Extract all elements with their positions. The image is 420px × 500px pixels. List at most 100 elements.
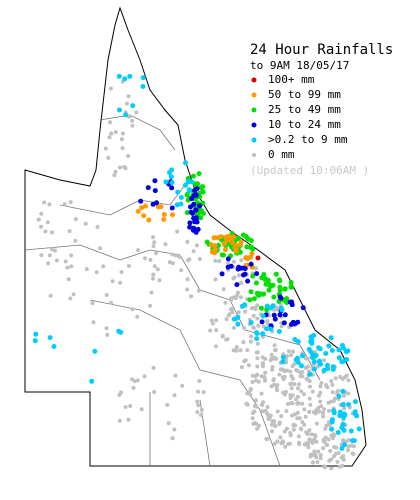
station-dot — [68, 200, 73, 205]
station-dot — [254, 330, 259, 336]
station-dot — [195, 410, 200, 414]
station-dot — [266, 413, 271, 418]
station-dot — [330, 364, 336, 370]
station-dot — [169, 167, 175, 173]
station-dot — [254, 404, 259, 409]
station-dot — [309, 432, 314, 437]
station-dot — [126, 417, 131, 422]
station-dot — [331, 436, 335, 441]
station-dot — [330, 382, 335, 387]
station-dot — [344, 357, 350, 362]
station-dot — [325, 443, 330, 447]
station-dot — [296, 400, 301, 405]
legend-swatch — [251, 92, 257, 98]
station-dot — [251, 296, 257, 302]
legend-swatch — [251, 122, 257, 128]
station-dot — [231, 259, 236, 264]
station-dot — [327, 423, 332, 427]
station-dot — [89, 378, 95, 384]
station-dot — [187, 257, 192, 262]
station-dot — [321, 414, 326, 419]
station-dot — [255, 426, 260, 431]
station-dot — [225, 337, 230, 342]
station-dot — [280, 359, 286, 365]
station-dot — [117, 165, 122, 170]
legend-label: 10 to 24 mm — [268, 118, 341, 131]
station-dot — [335, 430, 341, 435]
station-dot — [194, 243, 199, 248]
station-dot — [91, 320, 96, 325]
station-dot — [326, 343, 332, 349]
station-dot — [32, 338, 38, 344]
station-dot — [282, 429, 287, 434]
station-dot — [275, 439, 280, 444]
station-dot — [292, 412, 297, 417]
station-dot — [291, 427, 296, 432]
map-title: 24 Hour Rainfalls — [250, 42, 393, 58]
station-dot — [69, 264, 74, 269]
station-dot — [285, 402, 290, 406]
station-dot — [248, 238, 254, 244]
station-dot — [155, 267, 160, 272]
station-dot — [248, 387, 253, 391]
station-dot — [68, 296, 73, 301]
station-dot — [145, 185, 151, 191]
station-dot — [154, 251, 159, 256]
station-dot — [278, 435, 283, 440]
station-dot — [170, 212, 175, 218]
station-dot — [39, 253, 44, 258]
station-dot — [197, 379, 202, 383]
station-dot — [197, 203, 202, 209]
station-dot — [146, 217, 152, 223]
station-dot — [286, 442, 291, 446]
station-dot — [346, 378, 351, 383]
station-dot — [295, 319, 301, 325]
station-dot — [305, 356, 310, 361]
station-dot — [243, 309, 248, 314]
station-dot — [215, 235, 221, 241]
station-dot — [242, 271, 248, 277]
station-dot — [139, 205, 145, 211]
station-dot — [336, 451, 341, 456]
station-dot — [308, 384, 312, 389]
station-dot — [299, 363, 304, 369]
station-dot — [326, 437, 331, 442]
station-dot — [125, 101, 129, 106]
station-dot — [199, 407, 204, 412]
station-dot — [253, 421, 258, 425]
station-dot — [223, 247, 228, 253]
station-dot — [138, 198, 144, 204]
station-dot — [310, 389, 315, 394]
station-dot — [213, 344, 218, 349]
station-dot — [351, 452, 356, 456]
station-dot — [47, 202, 52, 207]
station-dot — [163, 179, 169, 185]
station-dot — [108, 120, 112, 125]
station-dot — [151, 235, 155, 240]
station-dot — [244, 244, 250, 250]
station-dot — [326, 400, 331, 405]
station-dot — [282, 286, 288, 292]
station-dot — [223, 300, 228, 305]
station-dot — [213, 258, 218, 263]
station-dot — [197, 257, 202, 261]
station-dot — [316, 345, 322, 351]
station-dot — [263, 356, 268, 361]
station-dot — [49, 247, 54, 252]
station-dot — [321, 437, 326, 442]
station-dot — [225, 264, 231, 270]
station-dot — [332, 454, 336, 459]
station-dot — [295, 410, 300, 415]
station-dot — [101, 264, 106, 269]
station-dot — [257, 423, 261, 428]
station-dot — [195, 399, 200, 404]
station-dot — [307, 371, 313, 377]
station-dot — [151, 272, 156, 277]
station-dot — [120, 146, 125, 151]
station-dot — [327, 408, 331, 413]
station-dot — [43, 229, 48, 234]
station-dot — [307, 396, 312, 401]
station-dot — [268, 283, 274, 289]
station-dot — [83, 221, 88, 226]
station-dot — [239, 258, 244, 263]
